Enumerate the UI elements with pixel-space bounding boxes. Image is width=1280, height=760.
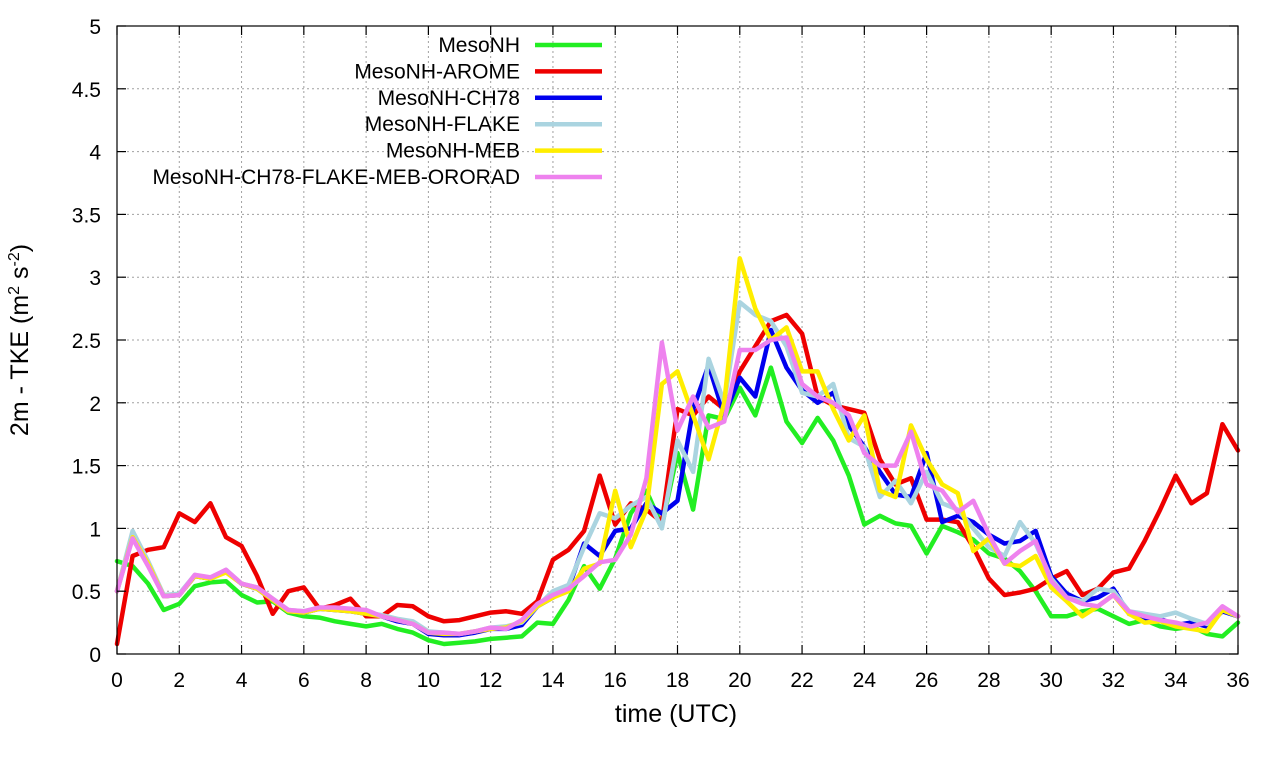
y-tick-label: 0 — [89, 644, 101, 667]
legend: MesoNH MesoNH-AROME MesoNH-CH78 MesoNH-FLAK… — [152, 34, 602, 189]
series-line-mesonh-ch78-flake-meb-ororad — [114, 335, 1241, 637]
y-tick-label: 5 — [89, 16, 101, 39]
x-tick-label: 26 — [915, 669, 938, 692]
grid — [117, 26, 1238, 654]
y-tick-label: 1.5 — [72, 456, 101, 479]
x-tick-label: 18 — [666, 669, 689, 692]
legend-label: MesoNH-CH78-FLAKE-MEB-ORORAD — [152, 166, 520, 189]
legend-label: MesoNH-CH78 — [378, 87, 520, 110]
x-tick-label: 36 — [1226, 669, 1249, 692]
y-tick-label: 3.5 — [72, 204, 101, 227]
y-axis-title: 2m - TKE (m2 s-2) — [6, 244, 34, 436]
x-tick-label: 16 — [604, 669, 627, 692]
legend-label: MesoNH-AROME — [354, 60, 520, 83]
x-tick-label: 30 — [1039, 669, 1062, 692]
axis-ticks — [116, 25, 1239, 655]
y-axis-title-pre: 2m - TKE (m — [6, 295, 34, 436]
x-tick-label: 32 — [1102, 669, 1125, 692]
y-tick-label: 0.5 — [72, 581, 101, 604]
x-tick-label: 22 — [790, 669, 813, 692]
x-tick-labels: 0 2 4 6 8 10 12 14 16 18 20 22 24 26 28 30 32 34 36 — [111, 669, 1250, 692]
y-axis-title-sup1: 2 — [6, 286, 23, 295]
x-tick-label: 4 — [236, 669, 248, 692]
x-tick-label: 10 — [417, 669, 440, 692]
y-tick-label: 3 — [89, 267, 101, 290]
y-axis-title-post: ) — [6, 244, 34, 252]
x-tick-label: 14 — [541, 669, 565, 692]
legend-label: MesoNH — [438, 34, 520, 57]
x-tick-label: 24 — [853, 669, 877, 692]
x-tick-label: 28 — [977, 669, 1000, 692]
series-lines — [114, 256, 1241, 647]
y-axis-title-mid: s — [6, 266, 34, 285]
x-tick-label: 0 — [111, 669, 123, 692]
y-tick-label: 2.5 — [72, 330, 101, 353]
x-axis-title: time (UTC) — [615, 700, 737, 728]
x-tick-label: 34 — [1164, 669, 1188, 692]
y-tick-label: 4 — [89, 142, 101, 165]
y-tick-label: 2 — [89, 393, 101, 416]
legend-label: MesoNH-FLAKE — [365, 113, 520, 136]
legend-label: MesoNH-MEB — [386, 140, 520, 163]
x-tick-label: 8 — [360, 669, 372, 692]
x-tick-label: 6 — [298, 669, 310, 692]
y-axis-title-sup2: -2 — [6, 252, 23, 266]
x-tick-label: 12 — [479, 669, 502, 692]
y-tick-label: 4.5 — [72, 79, 101, 102]
y-tick-labels: 0 0.5 1 1.5 2 2.5 3 3.5 4 4.5 5 — [72, 16, 102, 667]
x-tick-label: 20 — [728, 669, 751, 692]
y-tick-label: 1 — [89, 518, 101, 541]
x-tick-label: 2 — [173, 669, 185, 692]
